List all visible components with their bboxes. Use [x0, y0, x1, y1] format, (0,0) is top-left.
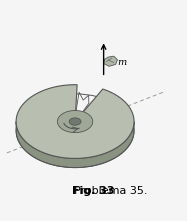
Polygon shape: [16, 85, 134, 158]
Polygon shape: [16, 122, 134, 168]
Polygon shape: [104, 56, 117, 66]
Ellipse shape: [69, 118, 81, 125]
Text: Fig. 33: Fig. 33: [72, 186, 115, 196]
Text: Problema 35.: Problema 35.: [39, 186, 148, 196]
Ellipse shape: [57, 110, 93, 133]
Text: m: m: [117, 58, 127, 67]
